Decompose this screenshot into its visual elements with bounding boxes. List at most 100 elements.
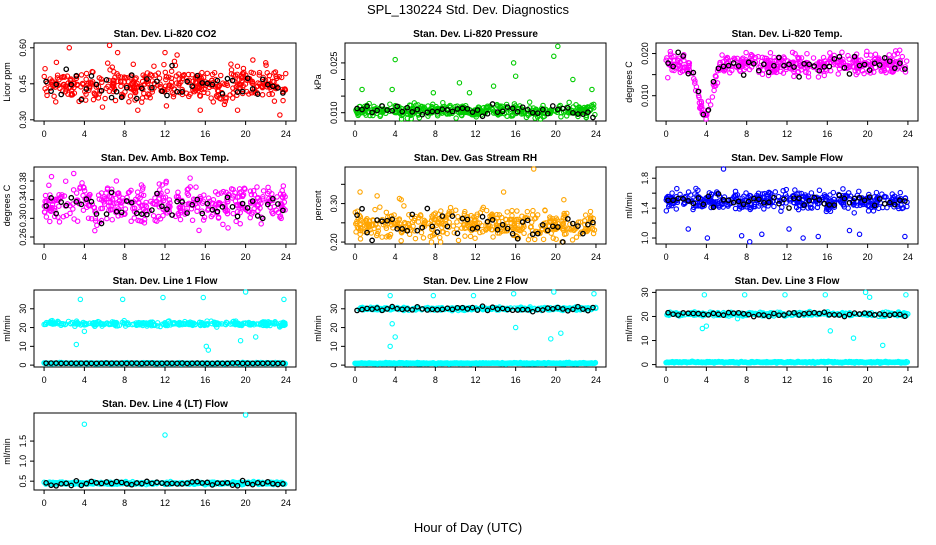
- y-tick-label: 20: [640, 311, 650, 321]
- y-axis-label: ml/min: [2, 438, 12, 465]
- data-point: [69, 196, 73, 200]
- plot-frame: [656, 43, 918, 121]
- y-axis-label: degrees C: [624, 61, 634, 103]
- data-point: [841, 187, 845, 191]
- data-point: [454, 116, 458, 120]
- data-point: [431, 91, 435, 95]
- data-point: [231, 211, 235, 215]
- data-point: [64, 179, 68, 183]
- x-tick-label: 12: [470, 252, 480, 262]
- data-point: [467, 91, 471, 95]
- data-point: [822, 73, 826, 77]
- data-point: [816, 234, 820, 238]
- data-point: [175, 53, 179, 57]
- data-point: [704, 324, 708, 328]
- x-tick-label: 4: [704, 129, 709, 139]
- data-point: [95, 223, 99, 227]
- data-point: [107, 43, 111, 47]
- data-point: [783, 293, 787, 297]
- x-tick-label: 24: [591, 129, 601, 139]
- data-point: [67, 46, 71, 50]
- x-tick-label: 12: [160, 375, 170, 385]
- data-point: [904, 59, 908, 63]
- y-tick-label: 1.5: [18, 435, 28, 448]
- data-point: [360, 207, 364, 211]
- x-tick-label: 20: [863, 375, 873, 385]
- data-point: [590, 87, 594, 91]
- data-point: [120, 297, 124, 301]
- data-points: [353, 290, 598, 366]
- data-point: [388, 102, 392, 106]
- x-tick-label: 20: [551, 252, 561, 262]
- data-point: [136, 108, 140, 112]
- data-point: [127, 100, 131, 104]
- data-point: [104, 212, 108, 216]
- data-point: [200, 70, 204, 74]
- y-tick-label: 30: [640, 287, 650, 297]
- x-tick-label: 8: [433, 375, 438, 385]
- data-point: [527, 100, 531, 104]
- data-point: [552, 54, 556, 58]
- x-tick-label: 20: [241, 129, 251, 139]
- data-point: [47, 183, 51, 187]
- y-axis-label: ml/min: [624, 315, 634, 342]
- x-tick-label: 24: [281, 252, 291, 262]
- data-point: [705, 236, 709, 240]
- y-tick-label: 1.8: [640, 172, 650, 185]
- data-point: [851, 336, 855, 340]
- data-point: [105, 216, 109, 220]
- data-point: [491, 84, 495, 88]
- data-point: [152, 64, 156, 68]
- x-tick-label: 20: [241, 375, 251, 385]
- x-tick-label: 16: [822, 129, 832, 139]
- data-point: [278, 113, 282, 117]
- data-point: [163, 50, 167, 54]
- x-tick-label: 4: [82, 129, 87, 139]
- data-point: [413, 236, 417, 240]
- data-point: [702, 293, 706, 297]
- data-point: [873, 52, 877, 56]
- data-points: [664, 48, 909, 121]
- x-tick-label: 4: [393, 375, 398, 385]
- panel-title: Stan. Dev. Amb. Box Temp.: [101, 153, 229, 164]
- data-point: [81, 208, 85, 212]
- data-point: [128, 94, 132, 98]
- data-point: [281, 184, 285, 188]
- y-tick-label: 0.34: [18, 191, 28, 209]
- x-tick-label: 20: [241, 498, 251, 508]
- data-point: [43, 193, 47, 197]
- y-tick-label: 0.45: [18, 75, 28, 93]
- x-tick-label: 16: [200, 498, 210, 508]
- y-tick-label: 0.60: [18, 39, 28, 57]
- panel-title: Stan. Dev. Gas Stream RH: [414, 153, 537, 164]
- data-point: [54, 100, 58, 104]
- x-tick-label: 16: [511, 129, 521, 139]
- data-point: [531, 208, 535, 212]
- data-point: [706, 99, 710, 103]
- data-point: [375, 194, 379, 198]
- data-point: [165, 93, 169, 97]
- data-point: [454, 208, 458, 212]
- data-point: [284, 71, 288, 75]
- data-point: [480, 215, 484, 219]
- x-tick-label: 16: [511, 252, 521, 262]
- x-tick-label: 24: [903, 375, 913, 385]
- data-point: [54, 60, 58, 64]
- plot-frame: [345, 167, 606, 244]
- data-point: [238, 339, 242, 343]
- data-point: [235, 64, 239, 68]
- data-point: [282, 297, 286, 301]
- data-point: [801, 236, 805, 240]
- data-point: [898, 190, 902, 194]
- y-tick-label: 0.30: [329, 195, 339, 213]
- x-tick-label: 24: [903, 252, 913, 262]
- data-point: [93, 228, 97, 232]
- x-tick-label: 20: [863, 129, 873, 139]
- x-tick-label: 24: [591, 252, 601, 262]
- x-tick-label: 8: [122, 375, 127, 385]
